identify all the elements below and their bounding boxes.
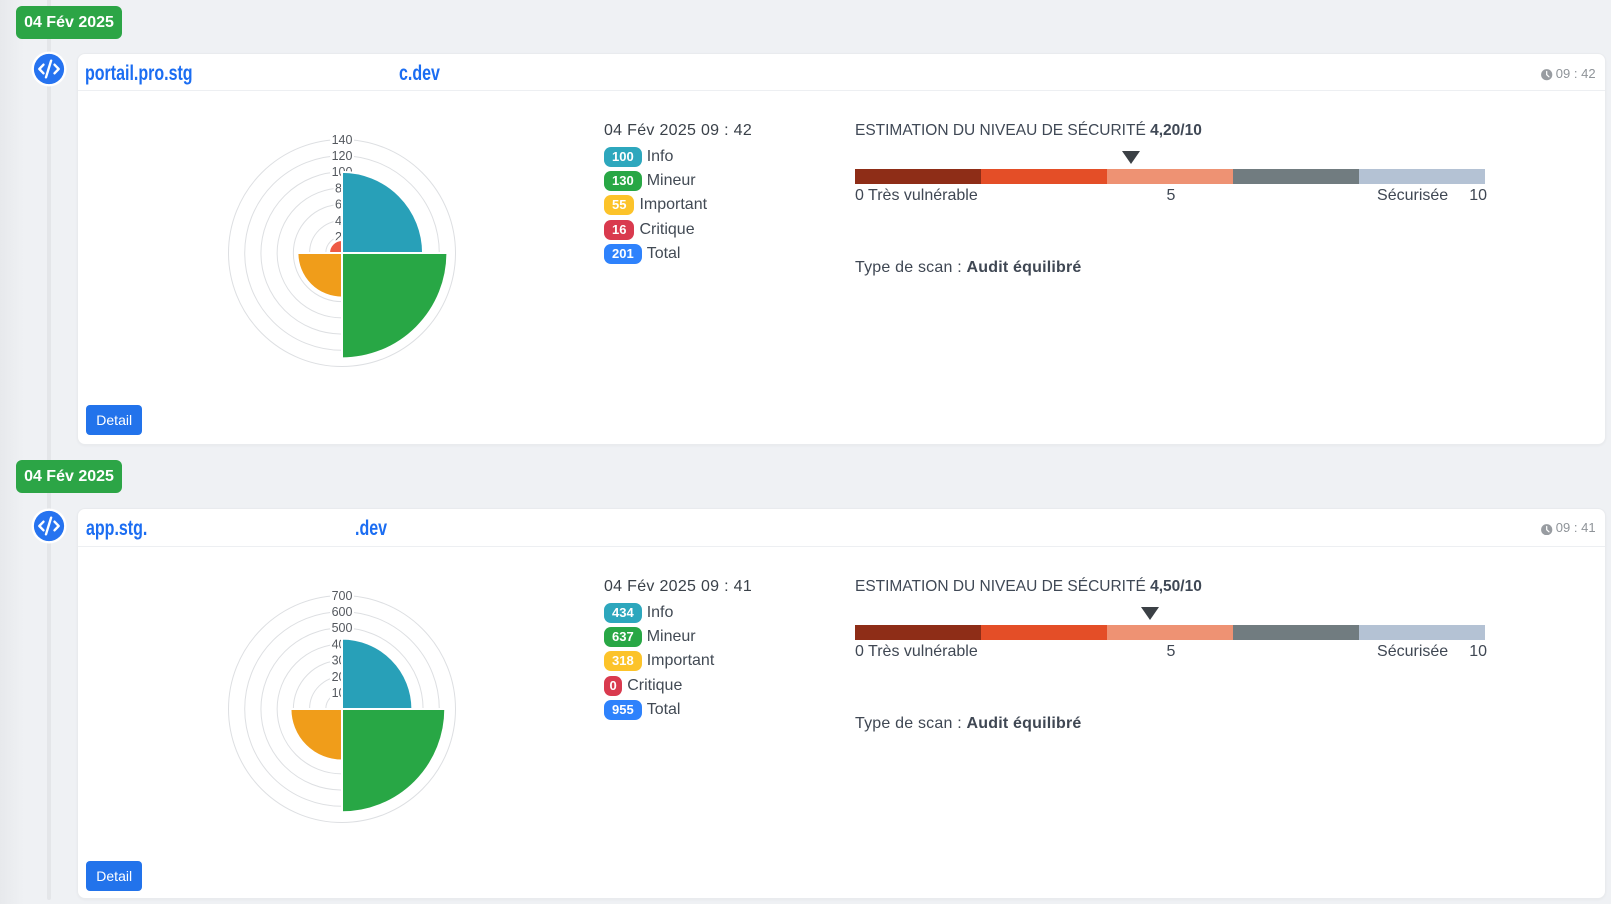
svg-text:120: 120 xyxy=(331,149,352,163)
svg-text:140: 140 xyxy=(331,133,352,147)
svg-text:700: 700 xyxy=(331,589,352,603)
svg-text:500: 500 xyxy=(331,621,352,635)
svg-text:600: 600 xyxy=(331,605,352,619)
